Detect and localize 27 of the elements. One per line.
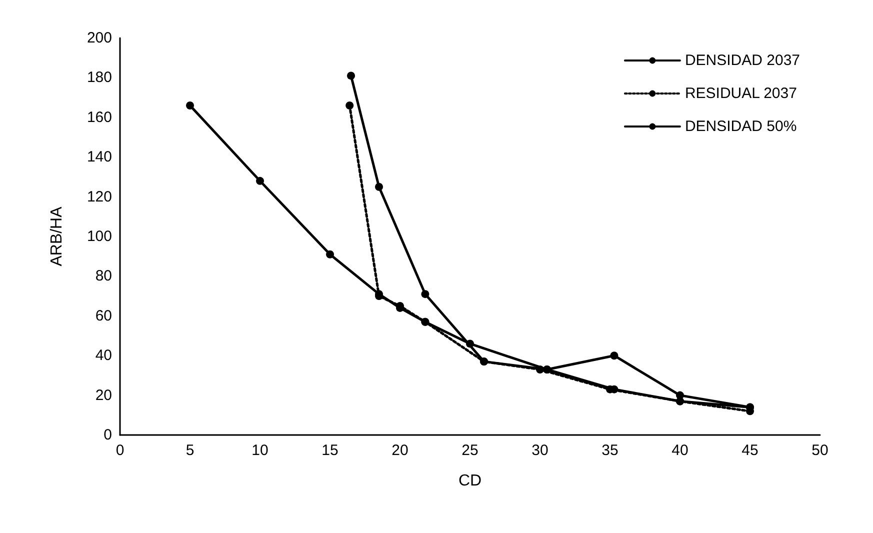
y-tick-label: 0 [104,426,112,444]
y-axis-title: ARB/HA [48,206,66,266]
x-axis-title: CD [458,472,482,490]
y-tick-label: 160 [86,108,112,126]
x-tick-label: 30 [532,442,548,459]
y-tick-label: 40 [95,347,112,364]
x-tick-label: 40 [672,442,688,459]
y-tick-label: 60 [95,307,112,324]
y-tick-label: 100 [86,228,112,245]
y-tick-label: 80 [95,268,112,285]
legend-label: DENSIDAD 2037 [684,52,800,69]
y-tick-label: 120 [86,188,112,206]
x-tick-label: 5 [186,442,194,459]
legend-label: RESIDUAL 2037 [684,85,797,102]
x-tick-label: 45 [742,442,758,459]
legend-label: DENSIDAD 50% [684,118,797,135]
x-tick-label: 10 [252,442,268,459]
x-tick-label: 0 [116,442,124,459]
x-tick-label: 35 [602,442,618,459]
x-tick-label: 15 [322,442,338,459]
y-tick-label: 200 [86,30,112,46]
x-tick-label: 50 [812,442,828,459]
y-tick-label: 180 [86,69,112,86]
x-tick-label: 25 [462,442,478,459]
y-tick-label: 140 [86,148,112,166]
y-tick-label: 20 [95,386,112,404]
x-tick-label: 20 [392,442,408,459]
